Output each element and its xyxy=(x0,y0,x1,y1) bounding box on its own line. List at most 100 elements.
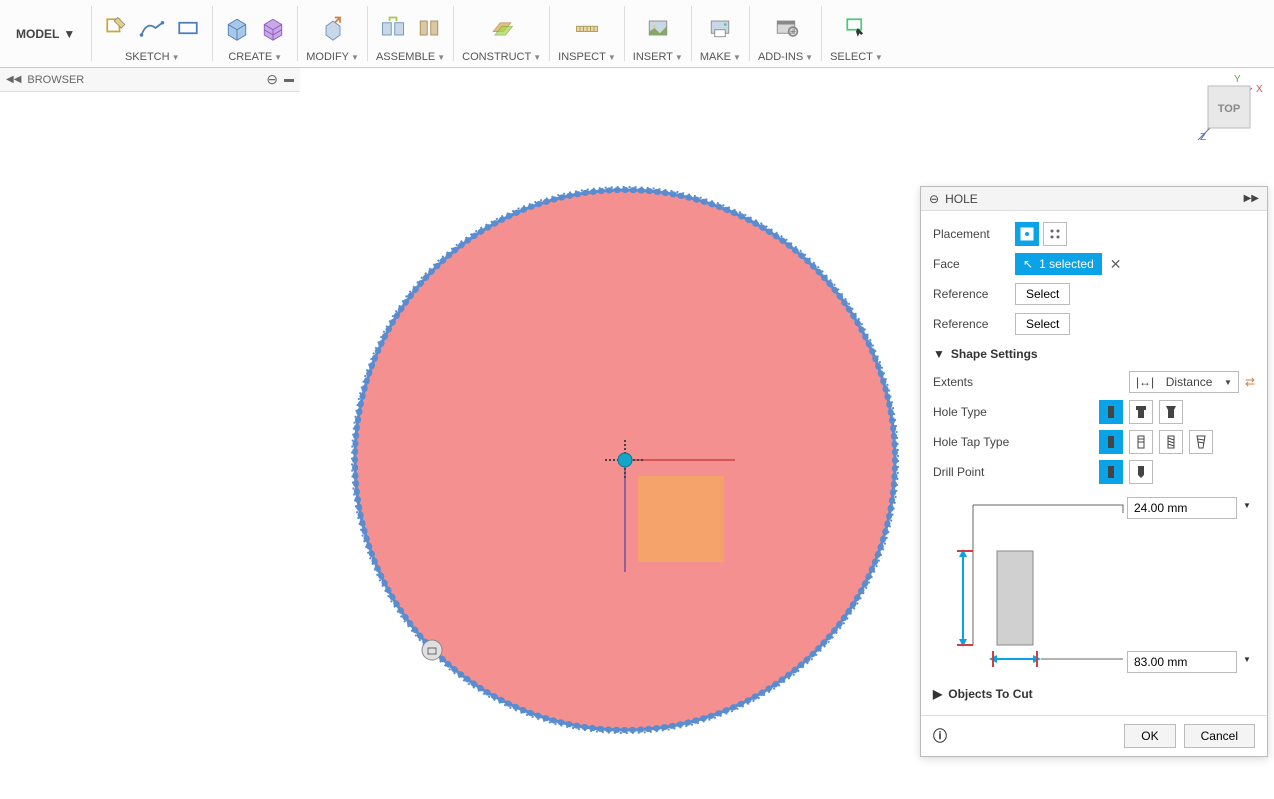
hole-type-label: Hole Type xyxy=(933,405,1099,419)
face-label: Face xyxy=(933,257,1015,271)
sketch-line-icon[interactable] xyxy=(136,12,168,44)
diameter-input[interactable] xyxy=(1127,651,1237,673)
insert-decal-icon[interactable] xyxy=(642,12,674,44)
tap-taper-icon[interactable] xyxy=(1189,430,1213,454)
extents-combo[interactable]: |↔| Distance ▼ xyxy=(1129,371,1239,393)
depth-dropdown-icon[interactable]: ▼ xyxy=(1243,501,1251,510)
toolbar-label-inspect[interactable]: INSPECT▼ xyxy=(558,51,616,63)
inspect-measure-icon[interactable] xyxy=(571,12,603,44)
make-print-icon[interactable] xyxy=(704,12,736,44)
ok-button[interactable]: OK xyxy=(1124,724,1175,748)
expand-triangle-icon: ▶ xyxy=(933,687,942,701)
drill-point-label: Drill Point xyxy=(933,465,1099,479)
dialog-expand-icon[interactable]: ▶▶ xyxy=(1244,193,1259,204)
reference2-select-button[interactable]: Select xyxy=(1015,313,1070,335)
placement-from-sketch-icon[interactable] xyxy=(1015,222,1039,246)
toolbar-label-addins[interactable]: ADD-INS▼ xyxy=(758,51,813,63)
row-extents: Extents |↔| Distance ▼ ⇄ xyxy=(933,367,1255,397)
axis-y-label: Y xyxy=(1234,74,1241,85)
hole-dialog: ⊖ HOLE ▶▶ Placement Face ↖ 1 selected ✕ … xyxy=(920,186,1268,757)
diameter-dropdown-icon[interactable]: ▼ xyxy=(1243,655,1251,664)
placement-at-point-icon[interactable] xyxy=(1043,222,1067,246)
create-box-icon[interactable] xyxy=(221,12,253,44)
hole-type-counterbore-icon[interactable] xyxy=(1129,400,1153,424)
reference2-label: Reference xyxy=(933,317,1015,331)
workspace-model-button[interactable]: MODEL ▼ xyxy=(0,0,91,67)
assemble-joint-icon[interactable] xyxy=(413,12,445,44)
placement-label: Placement xyxy=(933,227,1015,241)
toolbar-label-modify[interactable]: MODIFY▼ xyxy=(306,51,359,63)
tap-simple-icon[interactable] xyxy=(1099,430,1123,454)
assemble-component-icon[interactable] xyxy=(377,12,409,44)
sketch-create-icon[interactable] xyxy=(100,12,132,44)
row-reference1: Reference Select xyxy=(933,279,1255,309)
collapse-triangle-icon: ▼ xyxy=(933,347,945,361)
row-placement: Placement xyxy=(933,219,1255,249)
extents-flip-icon[interactable]: ⇄ xyxy=(1245,375,1255,389)
toolbar-group-insert: INSERT▼ xyxy=(625,0,691,67)
distance-icon: |↔| xyxy=(1136,375,1154,389)
browser-settings-icon[interactable]: ⊖ xyxy=(266,71,278,88)
browser-header: ◀◀ BROWSER ⊖ ▬ xyxy=(0,68,300,92)
toolbar-group-select: SELECT▼ xyxy=(822,0,891,67)
dialog-footer: ⓘ OK Cancel xyxy=(921,715,1267,756)
extents-value: Distance xyxy=(1166,375,1213,389)
create-form-icon[interactable] xyxy=(257,12,289,44)
browser-pin-icon[interactable]: ▬ xyxy=(284,74,294,85)
row-hole-tap: Hole Tap Type xyxy=(933,427,1255,457)
toolbar-label-select[interactable]: SELECT▼ xyxy=(830,51,883,63)
toolbar-label-make[interactable]: MAKE▼ xyxy=(700,51,741,63)
objects-to-cut-label: Objects To Cut xyxy=(948,687,1032,701)
toolbar-label-create[interactable]: CREATE▼ xyxy=(228,51,282,63)
toolbar-group-addins: ADD-INS▼ xyxy=(750,0,821,67)
hole-type-countersink-icon[interactable] xyxy=(1159,400,1183,424)
cancel-button[interactable]: Cancel xyxy=(1184,724,1255,748)
hole-preview-diagram: ▼ ▼ xyxy=(933,495,1255,675)
toolbar-group-assemble: ASSEMBLE▼ xyxy=(368,0,453,67)
main-toolbar: MODEL ▼ SKETCH▼ CREATE▼ MODIFY▼ ASSEMBLE… xyxy=(0,0,1274,68)
tap-clearance-icon[interactable] xyxy=(1129,430,1153,454)
shape-settings-label: Shape Settings xyxy=(951,347,1038,361)
objects-to-cut-header[interactable]: ▶ Objects To Cut xyxy=(933,687,1255,701)
toolbar-group-modify: MODIFY▼ xyxy=(298,0,367,67)
row-hole-type: Hole Type xyxy=(933,397,1255,427)
modify-pressPull-icon[interactable] xyxy=(317,12,349,44)
toolbar-group-construct: CONSTRUCT▼ xyxy=(454,0,549,67)
reference1-select-button[interactable]: Select xyxy=(1015,283,1070,305)
toolbar-label-construct[interactable]: CONSTRUCT▼ xyxy=(462,51,541,63)
face-clear-icon[interactable]: ✕ xyxy=(1106,256,1126,273)
toolbar-group-sketch: SKETCH▼ xyxy=(92,0,212,67)
drill-flat-icon[interactable] xyxy=(1099,460,1123,484)
toolbar-group-create: CREATE▼ xyxy=(213,0,297,67)
viewcube-face-label: TOP xyxy=(1218,103,1240,115)
addins-scripts-icon[interactable] xyxy=(770,12,802,44)
extents-label: Extents xyxy=(933,375,1015,389)
dialog-titlebar[interactable]: ⊖ HOLE ▶▶ xyxy=(921,187,1267,211)
drill-angle-icon[interactable] xyxy=(1129,460,1153,484)
shape-settings-header[interactable]: ▼ Shape Settings xyxy=(933,347,1255,361)
row-reference2: Reference Select xyxy=(933,309,1255,339)
toolbar-label-insert[interactable]: INSERT▼ xyxy=(633,51,683,63)
toolbar-group-make: MAKE▼ xyxy=(692,0,749,67)
construct-plane-icon[interactable] xyxy=(486,12,518,44)
caret-down-icon: ▼ xyxy=(63,27,75,41)
axis-x-label: X xyxy=(1256,84,1263,95)
info-icon[interactable]: ⓘ xyxy=(933,726,947,746)
toolbar-label-assemble[interactable]: ASSEMBLE▼ xyxy=(376,51,445,63)
sketch-rect-icon[interactable] xyxy=(172,12,204,44)
cursor-icon: ↖ xyxy=(1023,257,1033,271)
depth-input[interactable] xyxy=(1127,497,1237,519)
model-label: MODEL xyxy=(16,27,59,41)
hole-type-simple-icon[interactable] xyxy=(1099,400,1123,424)
viewcube[interactable]: Y X Z TOP xyxy=(1184,72,1244,132)
reference1-label: Reference xyxy=(933,287,1015,301)
caret-down-icon: ▼ xyxy=(1224,378,1232,387)
row-face: Face ↖ 1 selected ✕ xyxy=(933,249,1255,279)
face-selection-chip[interactable]: ↖ 1 selected xyxy=(1015,253,1102,275)
tap-tapped-icon[interactable] xyxy=(1159,430,1183,454)
toolbar-label-sketch[interactable]: SKETCH▼ xyxy=(125,51,180,63)
browser-collapse-icon[interactable]: ◀◀ xyxy=(6,74,21,85)
face-selection-text: 1 selected xyxy=(1039,257,1094,271)
dialog-collapse-icon[interactable]: ⊖ xyxy=(929,192,939,206)
select-icon[interactable] xyxy=(840,12,872,44)
